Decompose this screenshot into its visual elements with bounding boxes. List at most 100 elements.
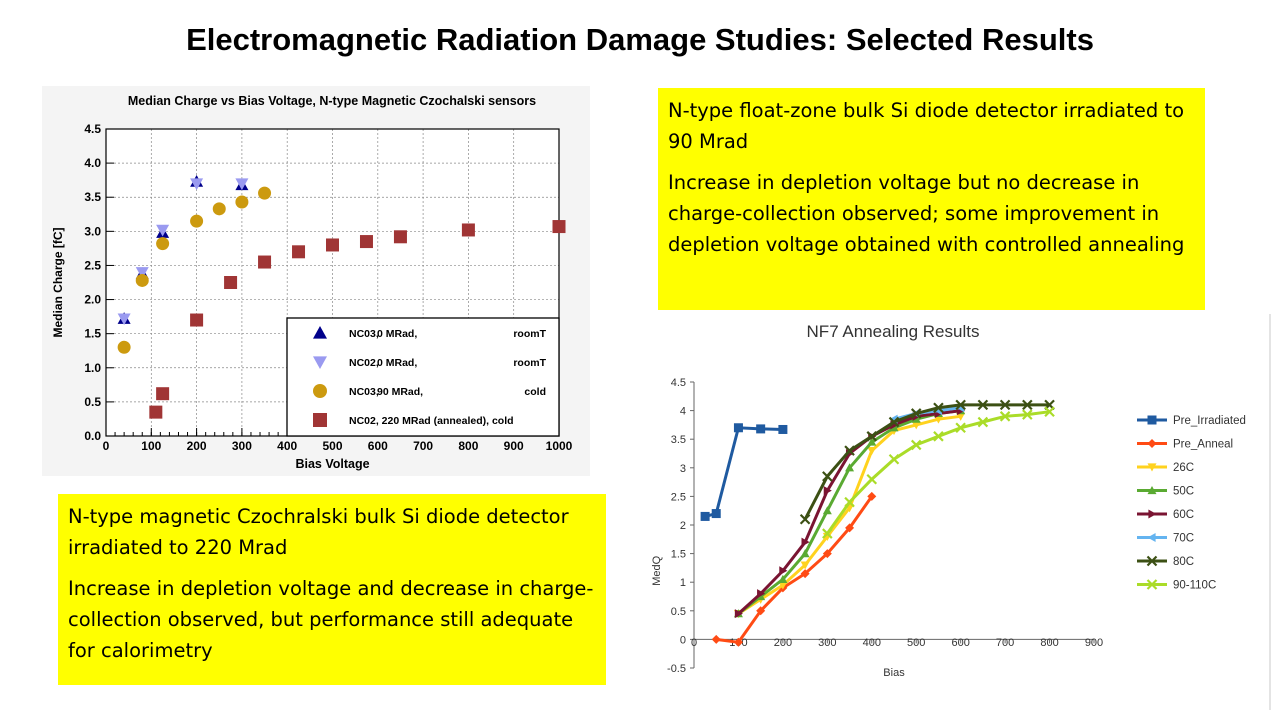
chart2-legend-marker <box>1147 439 1157 448</box>
chart-nf7-annealing: NF7 Annealing Results -0.5 0 0.5 1 1.5 2 2.5 3 3.… <box>632 312 1272 712</box>
chart1-y-tick-label: 2.5 <box>84 258 101 272</box>
chart1-point-s2 <box>190 214 204 228</box>
chart2-y-tick-label: 0 <box>680 634 686 646</box>
chart1-point-s1 <box>190 178 204 191</box>
chart2-legend-marker <box>1146 579 1158 590</box>
chart2-x-tick-label: 400 <box>863 637 881 649</box>
note-float-zone: N-type float-zone bulk Si diode detector… <box>658 88 1205 310</box>
chart1-point-s3 <box>224 276 238 289</box>
chart2-x-tick-label: 700 <box>996 637 1014 649</box>
chart2-line-s1 <box>716 495 874 644</box>
note-czochralski-body: Increase in depletion voltage and decrea… <box>68 577 594 662</box>
chart1-point-s3 <box>149 405 163 419</box>
chart2-point-s7 <box>999 411 1011 422</box>
note-czochralski-heading: N-type magnetic Czochralski bulk Si diod… <box>68 505 569 559</box>
chart2-point-s7 <box>1022 409 1033 420</box>
chart2-legend-label: 90-110C <box>1173 580 1216 592</box>
chart2-y-tick-label: 4.5 <box>671 377 686 389</box>
chart2-point-s6 <box>977 399 989 411</box>
chart2-point-s4 <box>734 609 743 619</box>
chart2-legend-marker <box>1147 533 1156 542</box>
chart2-legend-label: 80C <box>1173 556 1194 568</box>
chart1-y-tick-label: 4.5 <box>84 122 101 136</box>
chart1-x-tick-label: 700 <box>413 439 433 453</box>
chart2-y-tick-label: 3 <box>680 463 686 475</box>
chart2-point-s2 <box>956 412 966 421</box>
chart2-point-s6 <box>799 514 811 525</box>
chart1-title: Median Charge vs Bias Voltage, N-type Ma… <box>128 94 536 108</box>
chart1-legend-label: NC03, <box>349 328 379 340</box>
chart2-point-s7 <box>888 453 900 465</box>
chart2-point-s3 <box>845 463 855 472</box>
chart2-point-s3 <box>867 437 877 446</box>
chart2-point-s1 <box>822 549 832 559</box>
chart2-point-s0 <box>700 511 710 521</box>
chart2-point-s6 <box>933 402 944 414</box>
chart1-legend-label: 90 MRad, <box>377 386 423 398</box>
chart2-point-s4 <box>823 486 832 496</box>
chart2-legend-label: 60C <box>1173 509 1194 521</box>
chart2-y-tick-label: 2.5 <box>671 491 686 503</box>
chart1-x-tick-label: 200 <box>187 439 207 453</box>
chart2-legend-label: 26C <box>1173 462 1194 474</box>
chart2-y-tick-label: 1.5 <box>671 549 686 561</box>
chart1-point-s2 <box>258 186 272 200</box>
chart2-point-s2 <box>867 447 877 456</box>
chart1-legend-marker <box>313 384 327 398</box>
note-float-zone-heading: N-type float-zone bulk Si diode detector… <box>668 99 1185 153</box>
chart1-y-tick-label: 3.5 <box>84 190 101 204</box>
chart2-legend-label: Pre_Anneal <box>1173 439 1233 451</box>
chart2-point-s2 <box>800 561 810 570</box>
chart1-point-s3 <box>292 245 306 259</box>
chart1-x-axis-label: Bias Voltage <box>295 457 369 471</box>
chart1-point-s3 <box>326 238 339 252</box>
chart1-point-s2 <box>212 202 226 216</box>
chart2-point-s1 <box>845 523 855 533</box>
chart1-point-s3 <box>258 255 272 269</box>
chart2-point-s2 <box>911 421 921 430</box>
chart2-x-tick-label: 800 <box>1040 637 1058 649</box>
chart1-point-s1 <box>117 313 131 326</box>
chart2-y-tick-label: 3.5 <box>671 434 686 446</box>
chart2-point-s6 <box>866 431 878 442</box>
chart1-y-tick-label: 2.0 <box>84 293 101 307</box>
slide-title: Electromagnetic Radiation Damage Studies… <box>186 22 1094 57</box>
chart2-y-tick-label: -0.5 <box>667 663 686 675</box>
chart1-x-tick-label: 600 <box>368 439 388 453</box>
chart2-x-tick-label: 900 <box>1085 637 1103 649</box>
chart2-point-s1 <box>711 634 721 644</box>
chart1-legend-label: NC02, <box>349 357 379 369</box>
chart2-legend-label: Pre_Irradiated <box>1173 415 1246 427</box>
chart1-point-s3 <box>552 220 566 234</box>
chart1-x-tick-label: 100 <box>141 439 161 453</box>
chart2-point-s7 <box>844 496 855 508</box>
chart2-y-tick-label: 2 <box>680 520 686 532</box>
chart1-point-s3 <box>393 230 407 244</box>
chart2-point-s6 <box>844 445 855 456</box>
chart2-point-s7 <box>910 439 922 451</box>
chart1-y-axis-label: Median Charge [fC] <box>51 227 65 337</box>
chart2-legend-marker <box>1147 486 1157 495</box>
chart2-point-s6 <box>999 399 1011 411</box>
chart2-point-s0 <box>778 424 788 434</box>
chart1-legend-label: roomT <box>513 357 546 369</box>
chart1-legend-label: roomT <box>513 328 546 340</box>
chart2-point-s0 <box>756 424 766 434</box>
chart2-point-s6 <box>822 471 833 482</box>
chart2-point-s4 <box>757 589 766 599</box>
chart2-x-tick-label: 300 <box>818 637 836 649</box>
chart1-y-tick-label: 1.5 <box>84 327 101 341</box>
chart2-point-s1 <box>800 569 810 579</box>
chart1-legend-label: 0 MRad, <box>377 357 417 369</box>
chart2-y-tick-label: 1 <box>680 577 686 589</box>
chart1-point-s1 <box>156 224 170 237</box>
chart1-legend-marker <box>313 413 327 427</box>
chart1-y-tick-label: 4.0 <box>84 156 101 170</box>
chart2-point-s3 <box>800 549 810 558</box>
chart2-y-axis-label: MedQ <box>651 555 663 585</box>
chart2-point-s7 <box>822 528 833 539</box>
note-czochralski: N-type magnetic Czochralski bulk Si diod… <box>58 494 606 685</box>
chart2-legend-marker <box>1147 415 1157 425</box>
chart1-point-s2 <box>135 273 149 287</box>
chart1-x-tick-label: 900 <box>504 439 524 453</box>
